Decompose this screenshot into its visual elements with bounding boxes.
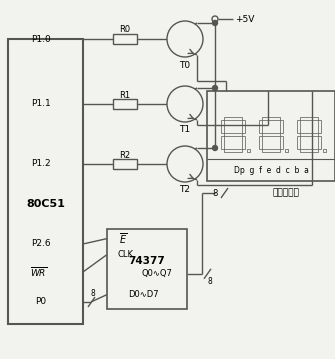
- Text: CLK: CLK: [117, 250, 133, 259]
- Bar: [285, 149, 288, 152]
- Text: T0: T0: [180, 61, 191, 70]
- Bar: [318, 120, 321, 133]
- Circle shape: [212, 85, 217, 90]
- Text: $\overline{WR}$: $\overline{WR}$: [30, 265, 47, 279]
- Bar: [223, 133, 242, 136]
- Bar: [107, 229, 187, 309]
- Bar: [259, 120, 262, 133]
- Circle shape: [212, 20, 217, 25]
- Bar: [262, 149, 280, 152]
- Circle shape: [212, 16, 218, 22]
- Bar: [262, 133, 280, 136]
- Bar: [323, 149, 326, 152]
- Bar: [300, 117, 318, 120]
- Text: Dp  g  f  e  d  c  b  a: Dp g f e d c b a: [233, 166, 309, 175]
- Text: 8: 8: [208, 277, 212, 286]
- Bar: [242, 120, 245, 133]
- Text: 共阳数码管: 共阳数码管: [273, 188, 299, 197]
- Text: P1.2: P1.2: [31, 159, 50, 168]
- Bar: [221, 120, 223, 133]
- Text: 8: 8: [91, 289, 95, 298]
- Bar: [8, 39, 83, 324]
- Text: P0: P0: [35, 298, 46, 307]
- Bar: [221, 136, 223, 149]
- Text: 8: 8: [212, 188, 218, 197]
- Circle shape: [167, 21, 203, 57]
- Bar: [113, 34, 137, 44]
- Text: +5V: +5V: [235, 14, 255, 23]
- Bar: [280, 136, 283, 149]
- Text: P1.1: P1.1: [30, 99, 50, 108]
- Text: R1: R1: [120, 90, 131, 99]
- Bar: [300, 149, 318, 152]
- Bar: [113, 159, 137, 169]
- Bar: [259, 136, 262, 149]
- Text: $\overline{E}$: $\overline{E}$: [119, 231, 127, 246]
- Text: P1.0: P1.0: [30, 34, 50, 43]
- Bar: [300, 133, 318, 136]
- Text: T1: T1: [180, 126, 191, 135]
- Bar: [247, 149, 250, 152]
- Bar: [318, 136, 321, 149]
- Bar: [113, 99, 137, 109]
- Text: T2: T2: [180, 186, 191, 195]
- Text: R2: R2: [120, 150, 131, 159]
- Text: Q0∿Q7: Q0∿Q7: [141, 269, 172, 278]
- Bar: [223, 149, 242, 152]
- Circle shape: [212, 145, 217, 150]
- Text: 74377: 74377: [129, 256, 165, 266]
- Bar: [297, 120, 300, 133]
- Text: 80C51: 80C51: [26, 199, 65, 209]
- Bar: [207, 91, 335, 181]
- Bar: [223, 117, 242, 120]
- Text: R0: R0: [120, 25, 131, 34]
- Bar: [280, 120, 283, 133]
- Circle shape: [167, 86, 203, 122]
- Bar: [262, 117, 280, 120]
- Text: D0∿D7: D0∿D7: [128, 290, 158, 299]
- Bar: [242, 136, 245, 149]
- Bar: [297, 136, 300, 149]
- Text: P2.6: P2.6: [31, 239, 50, 248]
- Circle shape: [167, 146, 203, 182]
